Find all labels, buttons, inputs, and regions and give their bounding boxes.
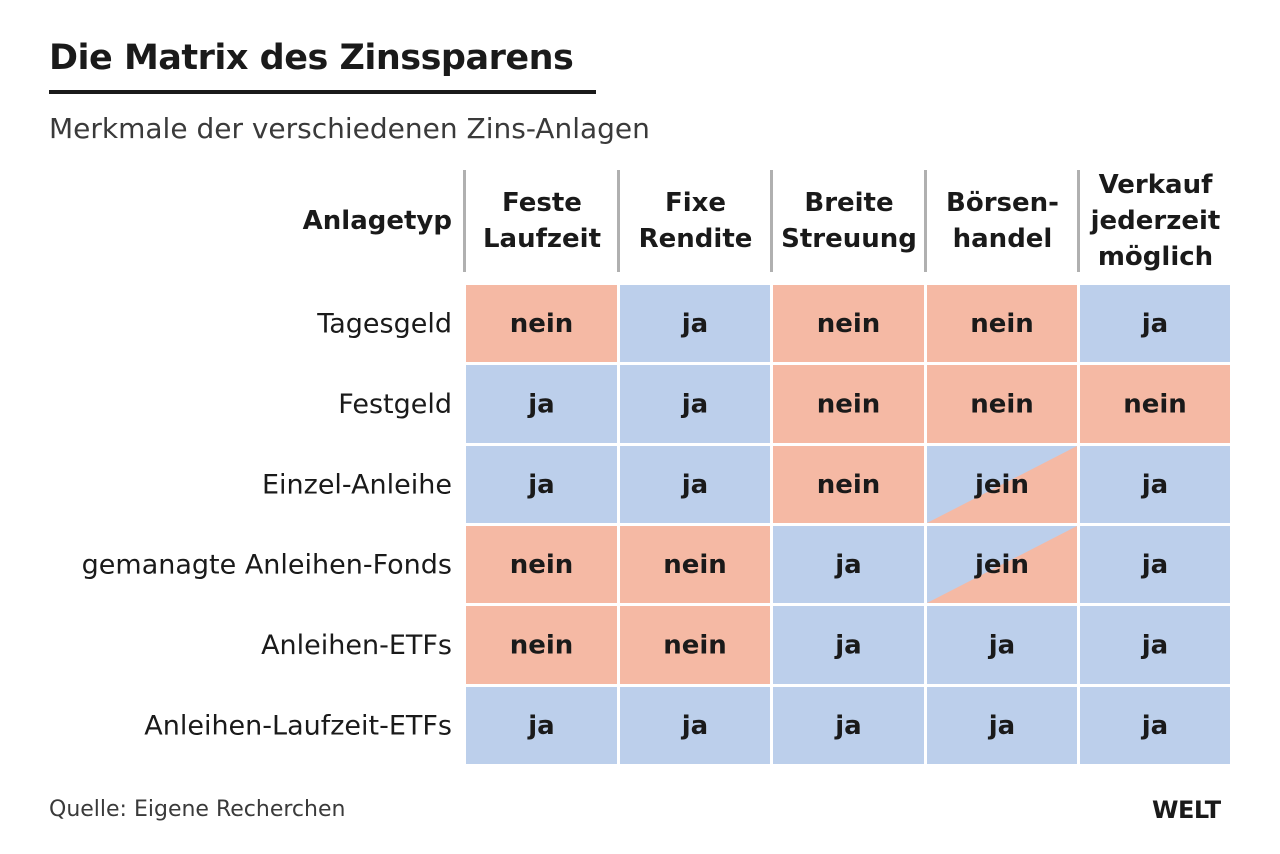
cell-r6-c5-fill <box>1080 687 1230 764</box>
cell-r6-c4-value: ja <box>988 711 1015 741</box>
cell-r3-c5-value: ja <box>1141 470 1168 500</box>
source-note: Quelle: Eigene Recherchen <box>49 797 346 822</box>
cell-r2-c1-value: ja <box>527 390 554 420</box>
cell-r4-c1-fill <box>466 526 617 603</box>
header-divider-4 <box>924 170 927 272</box>
row-label-4: gemanagte Anleihen-Fonds <box>82 550 452 581</box>
cell-r2-c2-fill <box>620 365 770 443</box>
cell-r6-c1-fill <box>466 687 617 764</box>
cell-r2-c2-value: ja <box>681 390 708 420</box>
cell-r6-c2-fill <box>620 687 770 764</box>
cell-r5-c5-fill <box>1080 606 1230 684</box>
cell-r5-c1-value: nein <box>510 631 574 661</box>
cell-r2-c3-fill <box>773 365 924 443</box>
column-header-5-line-1: Verkauf <box>1099 170 1214 200</box>
cell-r4-c2-fill <box>620 526 770 603</box>
cell-r4-c4-value: jein <box>974 550 1029 580</box>
row-label-1: Tagesgeld <box>316 309 452 340</box>
column-header-5-line-2: jederzeit <box>1090 206 1221 236</box>
row-label-2: Festgeld <box>338 389 452 420</box>
cell-r6-c5-value: ja <box>1141 711 1168 741</box>
cell-r5-c3-fill <box>773 606 924 684</box>
title-underline <box>49 90 596 94</box>
cell-r1-c4-fill <box>927 285 1077 362</box>
cell-r1-c5-fill <box>1080 285 1230 362</box>
cell-r6-c3-fill <box>773 687 924 764</box>
cell-r4-c4-nein-triangle <box>927 526 1077 603</box>
cell-r5-c4-value: ja <box>988 631 1015 661</box>
header-anlagetyp: Anlagetyp <box>303 206 452 236</box>
chart-subtitle: Merkmale der verschiedenen Zins-Anlagen <box>49 112 650 145</box>
column-header-1-line-1: Feste <box>502 188 582 218</box>
header-divider-3 <box>770 170 773 272</box>
cell-r3-c4-nein-triangle <box>927 446 1077 523</box>
brand-logo: WELT <box>1152 796 1221 824</box>
cell-r6-c4-fill <box>927 687 1077 764</box>
header-divider-1 <box>463 170 466 272</box>
cell-r4-c1-value: nein <box>510 550 574 580</box>
cell-r3-c5-fill <box>1080 446 1230 523</box>
row-label-3: Einzel-Anleihe <box>262 470 452 501</box>
cell-r2-c4-value: nein <box>970 390 1034 420</box>
cell-r2-c5-fill <box>1080 365 1230 443</box>
cell-r5-c5-value: ja <box>1141 631 1168 661</box>
cell-r6-c2-value: ja <box>681 711 708 741</box>
cell-r2-c1-fill <box>466 365 617 443</box>
cell-r3-c4-value: jein <box>974 470 1029 500</box>
cell-r1-c3-fill <box>773 285 924 362</box>
cell-r3-c1-value: ja <box>527 470 554 500</box>
cell-r2-c5-value: nein <box>1123 390 1187 420</box>
cell-r4-c5-value: ja <box>1141 550 1168 580</box>
cell-r3-c3-fill <box>773 446 924 523</box>
column-header-3-line-2: Streuung <box>781 224 917 254</box>
column-header-4-line-2: handel <box>953 224 1053 254</box>
row-label-6: Anleihen-Laufzeit-ETFs <box>144 711 452 742</box>
cell-r1-c1-value: nein <box>510 309 574 339</box>
cell-r5-c1-fill <box>466 606 617 684</box>
cell-r4-c3-fill <box>773 526 924 603</box>
cell-r6-c1-value: ja <box>527 711 554 741</box>
header-divider-2 <box>617 170 620 272</box>
cell-r5-c3-value: ja <box>834 631 861 661</box>
cell-r3-c1-fill <box>466 446 617 523</box>
column-header-5-line-3: möglich <box>1098 242 1213 272</box>
cell-r1-c2-fill <box>620 285 770 362</box>
column-header-3-line-1: Breite <box>804 188 893 218</box>
cell-r4-c5-fill <box>1080 526 1230 603</box>
row-label-5: Anleihen-ETFs <box>261 630 452 661</box>
cell-r1-c2-value: ja <box>681 309 708 339</box>
chart-title: Die Matrix des Zinssparens <box>49 38 574 78</box>
cell-r6-c3-value: ja <box>834 711 861 741</box>
cell-r5-c4-fill <box>927 606 1077 684</box>
cell-r3-c2-fill <box>620 446 770 523</box>
cell-r1-c5-value: ja <box>1141 309 1168 339</box>
cell-r5-c2-fill <box>620 606 770 684</box>
column-header-4-line-1: Börsen- <box>946 188 1059 218</box>
cell-r1-c4-value: nein <box>970 309 1034 339</box>
cell-r5-c2-value: nein <box>663 631 727 661</box>
column-header-1-line-2: Laufzeit <box>483 224 601 254</box>
cell-r3-c2-value: ja <box>681 470 708 500</box>
cell-r4-c3-value: ja <box>834 550 861 580</box>
cell-r3-c3-value: nein <box>817 470 881 500</box>
cell-r4-c2-value: nein <box>663 550 727 580</box>
header-divider-5 <box>1077 170 1080 272</box>
cell-r2-c4-fill <box>927 365 1077 443</box>
cell-r1-c1-fill <box>466 285 617 362</box>
cell-r2-c3-value: nein <box>817 390 881 420</box>
column-header-2-line-2: Rendite <box>639 224 753 254</box>
cell-r1-c3-value: nein <box>817 309 881 339</box>
column-header-2-line-1: Fixe <box>665 188 726 218</box>
